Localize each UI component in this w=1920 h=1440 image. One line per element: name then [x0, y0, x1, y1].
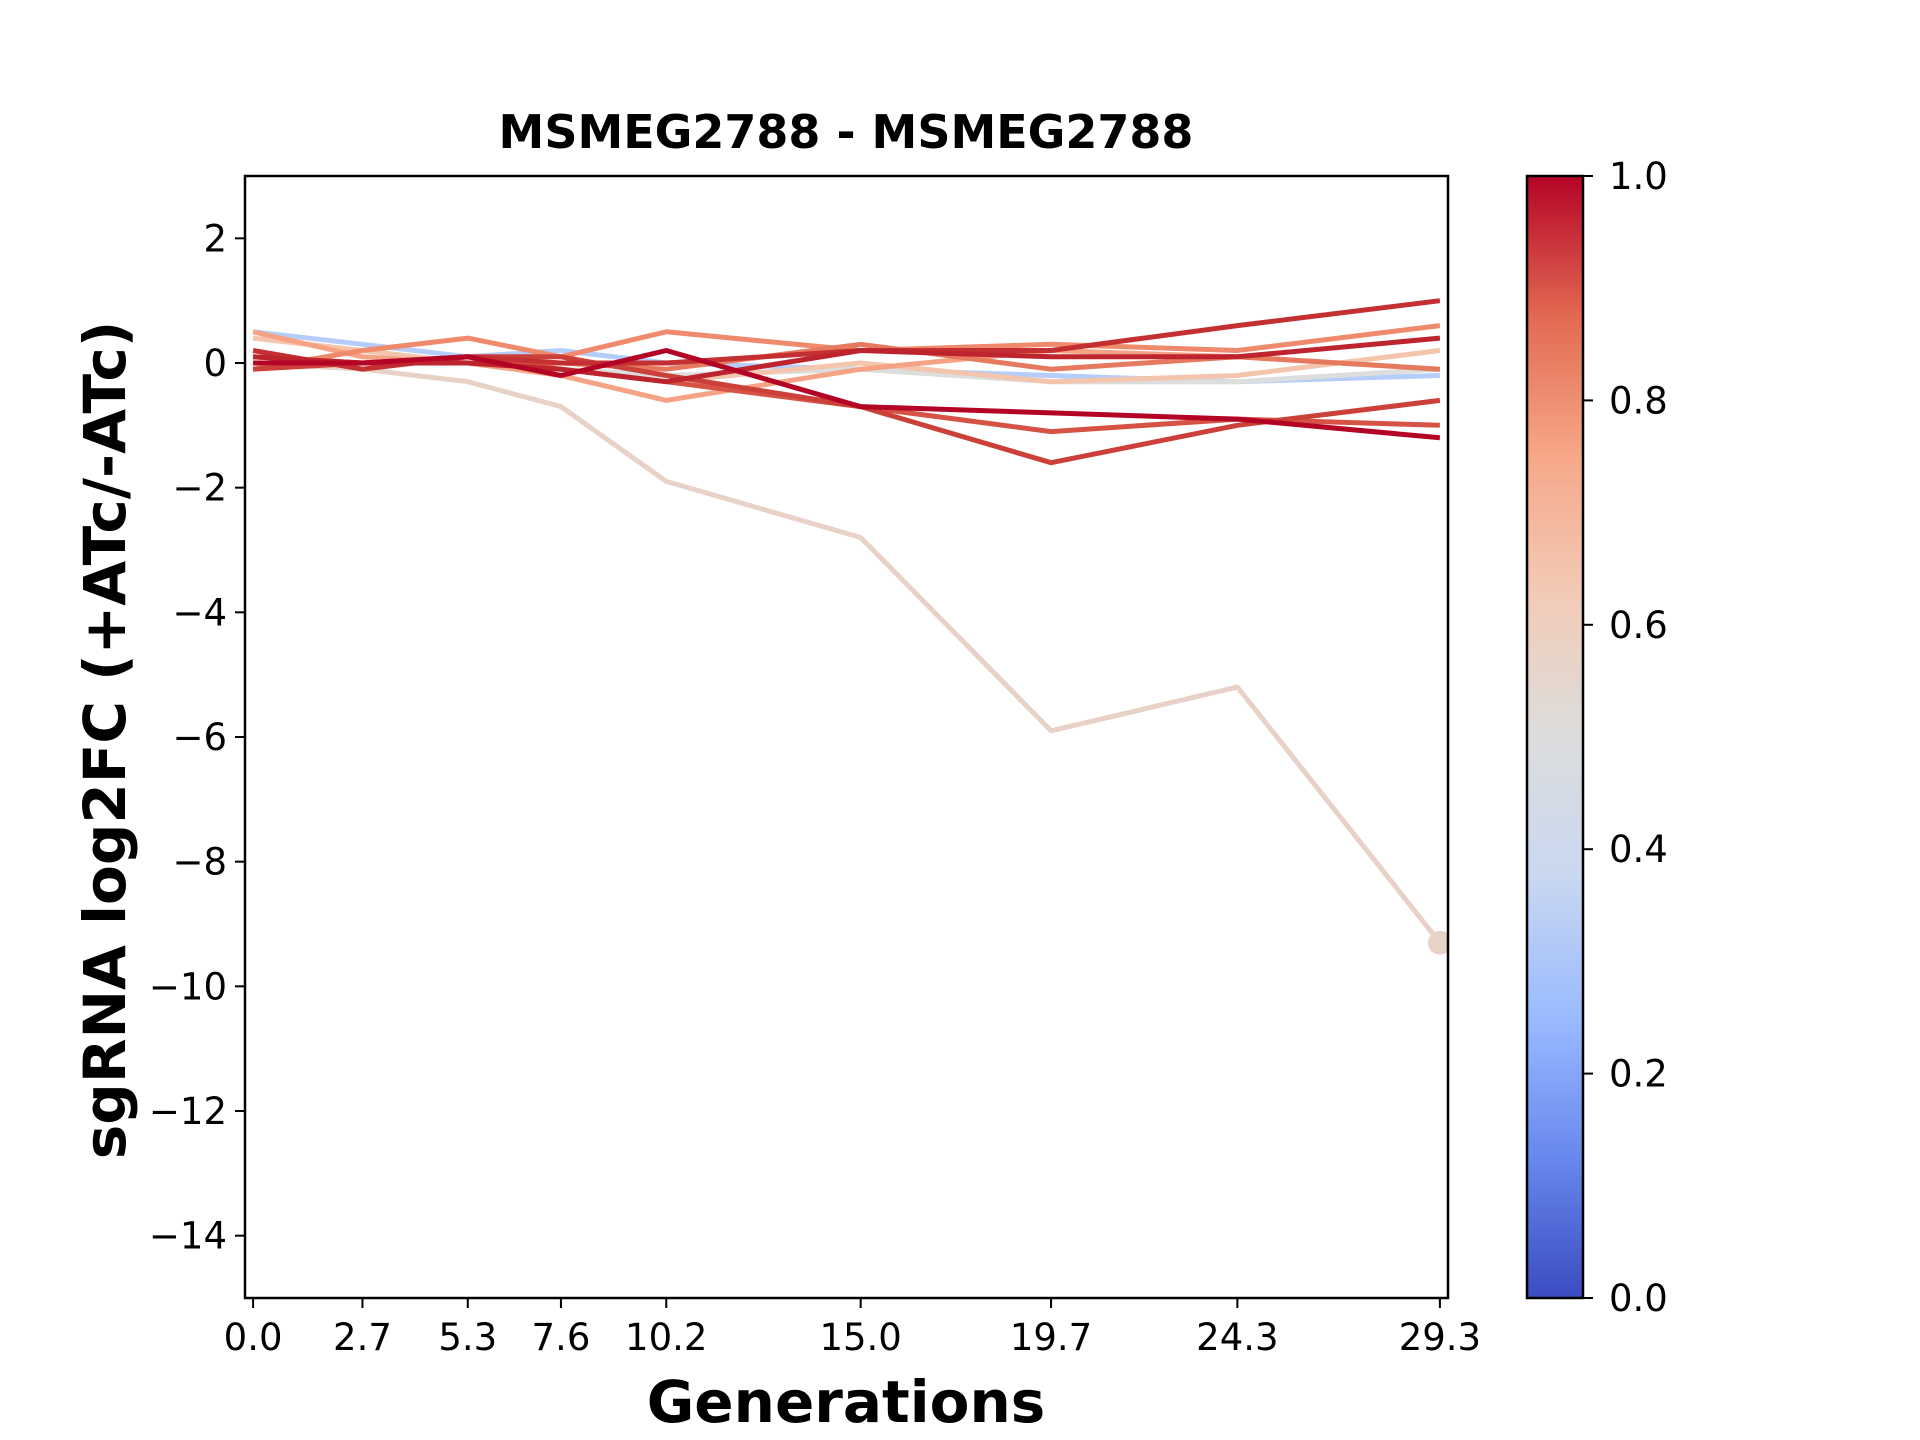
series-end-marker-3 — [1427, 930, 1448, 955]
x-tick-label: 29.3 — [1399, 1316, 1481, 1359]
colorbar-tick-label: 0.8 — [1609, 379, 1668, 422]
y-tick-label: −8 — [172, 841, 227, 884]
colorbar-tick-label: 0.0 — [1609, 1277, 1668, 1320]
colorbar — [1525, 174, 1585, 1300]
y-axis-label: sgRNA log2FC (+ATc/-ATc) — [71, 321, 139, 1159]
y-tick-label: −12 — [149, 1090, 227, 1133]
series-line-12 — [253, 348, 1441, 441]
x-tick-label: 0.0 — [224, 1316, 283, 1359]
x-tick-label: 2.7 — [333, 1316, 392, 1359]
x-tick-label: 24.3 — [1196, 1316, 1278, 1359]
x-tick-label: 15.0 — [819, 1316, 901, 1359]
x-tick-label: 7.6 — [532, 1316, 591, 1359]
series-line-3 — [252, 360, 1442, 945]
colorbar-tick-label: 0.4 — [1609, 828, 1668, 871]
series-line-6 — [252, 323, 1441, 372]
y-tick-label: −14 — [149, 1215, 227, 1258]
series-layer — [252, 298, 1448, 955]
y-tick-label: 2 — [203, 217, 227, 260]
y-tick-label: −6 — [172, 716, 227, 759]
y-tick-label: −2 — [172, 467, 227, 510]
x-axis-label: Generations — [647, 1368, 1046, 1436]
colorbar-tick-label: 0.2 — [1609, 1053, 1668, 1096]
y-tick-label: −10 — [149, 965, 227, 1008]
chart-title: MSMEG2788 - MSMEG2788 — [499, 105, 1194, 159]
x-tick-label: 19.7 — [1010, 1316, 1092, 1359]
x-axis: 0.0 2.7 5.3 7.6 10.2 15.0 19.7 24.3 29.3 — [224, 1298, 1481, 1359]
y-axis: 2 0 −2 −4 −6 −8 −10 −12 −14 — [149, 217, 245, 1258]
x-tick-label: 10.2 — [625, 1316, 707, 1359]
colorbar-axis: 0.0 0.2 0.4 0.6 0.8 1.0 — [1583, 155, 1668, 1320]
y-tick-label: 0 — [203, 342, 227, 385]
y-tick-label: −4 — [172, 591, 227, 634]
colorbar-tick-label: 1.0 — [1609, 155, 1668, 198]
colorbar-tick-label: 0.6 — [1609, 604, 1668, 647]
x-tick-label: 5.3 — [438, 1316, 497, 1359]
